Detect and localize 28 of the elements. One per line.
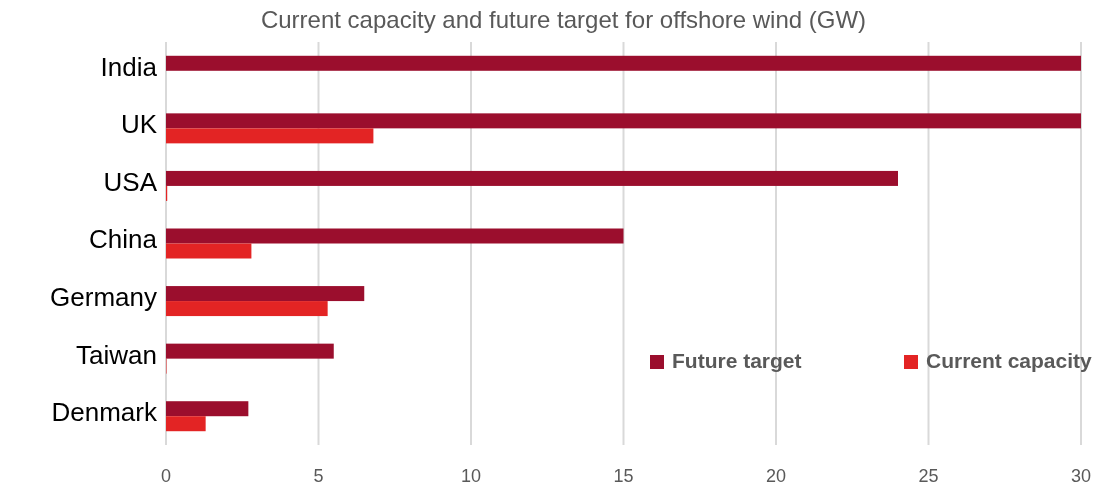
bar: [166, 128, 374, 144]
bar: [166, 55, 1081, 71]
x-tick-label: 15: [613, 466, 634, 486]
legend-label: Future target: [672, 348, 802, 372]
x-tick-label: 30: [1070, 466, 1092, 486]
bar: [166, 343, 334, 359]
legend-label: Current capacity: [926, 348, 1093, 372]
bar: [166, 416, 206, 432]
y-tick-label: China: [89, 224, 158, 255]
chart-title: Current capacity and future target for offshore wind (GW): [260, 6, 867, 33]
y-tick-label: USA: [103, 166, 158, 197]
y-tick-label: Germany: [50, 281, 157, 312]
bar: [166, 228, 624, 244]
bar: [166, 113, 1081, 129]
bar: [166, 301, 328, 317]
y-tick-label: Denmark: [51, 397, 158, 428]
bar: [166, 286, 365, 302]
x-tick-label: 5: [313, 466, 324, 486]
bar: [166, 170, 898, 186]
x-tick-label: 0: [160, 466, 172, 486]
y-tick-label: UK: [120, 109, 158, 140]
bar: [166, 243, 252, 259]
y-tick-label: India: [100, 51, 158, 82]
x-tick-label: 20: [765, 466, 787, 486]
bar: [166, 401, 249, 417]
x-tick-label: 25: [918, 466, 939, 486]
x-tick-label: 10: [460, 466, 482, 486]
y-tick-label: Taiwan: [76, 339, 157, 370]
